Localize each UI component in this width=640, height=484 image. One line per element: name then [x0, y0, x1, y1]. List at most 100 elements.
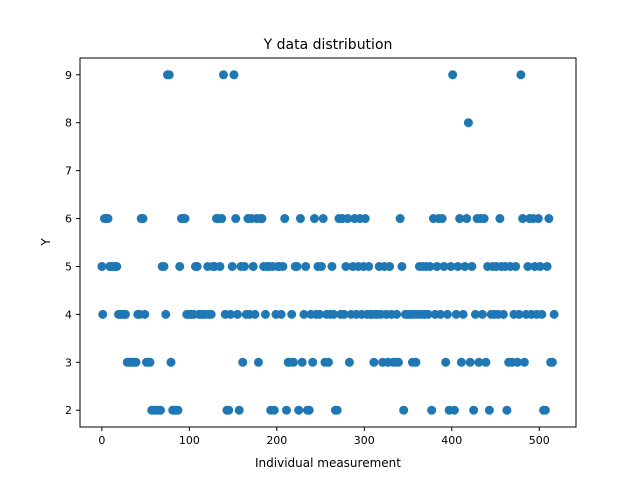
data-point: [439, 261, 449, 271]
data-point: [327, 261, 337, 271]
data-point: [304, 405, 314, 415]
data-point: [161, 309, 171, 319]
data-point: [166, 357, 176, 367]
data-point: [463, 118, 473, 128]
data-point: [164, 70, 174, 80]
x-tick-label: 300: [354, 434, 375, 447]
data-point: [462, 214, 472, 224]
data-point: [138, 214, 148, 224]
data-point: [369, 357, 379, 367]
data-point: [295, 214, 305, 224]
data-point: [469, 405, 479, 415]
data-point: [315, 309, 325, 319]
data-point: [343, 214, 353, 224]
y-tick-label: 7: [65, 165, 72, 178]
data-point: [479, 214, 489, 224]
data-point: [97, 261, 107, 271]
x-axis-label: Individual measurement: [255, 456, 401, 470]
data-point: [309, 214, 319, 224]
data-point: [498, 309, 508, 319]
data-point: [470, 309, 480, 319]
data-point: [423, 309, 433, 319]
data-point: [239, 261, 249, 271]
y-tick-label: 8: [65, 117, 72, 130]
data-point: [332, 405, 342, 415]
data-point: [339, 309, 349, 319]
data-point: [260, 309, 270, 319]
data-point: [451, 309, 461, 319]
y-tick-label: 4: [65, 308, 72, 321]
data-point: [435, 309, 445, 319]
data-point: [297, 357, 307, 367]
data-point: [537, 309, 547, 319]
data-point: [453, 261, 463, 271]
data-point: [131, 357, 141, 367]
data-point: [544, 214, 554, 224]
data-point: [257, 214, 267, 224]
y-tick-label: 5: [65, 260, 72, 273]
data-point: [217, 214, 227, 224]
data-point: [542, 261, 552, 271]
data-point: [206, 309, 216, 319]
x-tick-label: 0: [98, 434, 105, 447]
data-point: [250, 309, 260, 319]
data-point: [294, 405, 304, 415]
data-point: [329, 309, 339, 319]
data-point: [535, 261, 545, 271]
data-point: [278, 261, 288, 271]
data-point: [301, 261, 311, 271]
data-point: [287, 309, 297, 319]
data-points: [97, 70, 559, 415]
data-point: [397, 261, 407, 271]
data-point: [512, 357, 522, 367]
x-tick-label: 500: [529, 434, 550, 447]
data-point: [455, 214, 465, 224]
data-point: [456, 357, 466, 367]
data-point: [232, 309, 242, 319]
data-point: [98, 309, 108, 319]
data-point: [281, 405, 291, 415]
x-tick-label: 200: [266, 434, 287, 447]
data-point: [385, 261, 395, 271]
data-point: [175, 261, 185, 271]
data-point: [516, 70, 526, 80]
data-point: [103, 214, 113, 224]
data-point: [467, 261, 477, 271]
data-point: [460, 261, 470, 271]
data-point: [549, 309, 559, 319]
data-point: [280, 214, 290, 224]
data-point: [120, 309, 130, 319]
plot-frame: [79, 57, 577, 428]
data-point: [225, 309, 235, 319]
data-point: [145, 357, 155, 367]
data-point: [458, 309, 468, 319]
data-point: [465, 357, 475, 367]
data-point: [395, 214, 405, 224]
data-point: [518, 214, 528, 224]
x-axis-ticks: 0 100 200 300 400 500: [98, 427, 550, 447]
data-point: [540, 405, 550, 415]
data-point: [442, 309, 452, 319]
data-point: [437, 214, 447, 224]
data-point: [215, 261, 225, 271]
data-point: [308, 357, 318, 367]
data-point: [288, 357, 298, 367]
data-point: [292, 261, 302, 271]
data-point: [253, 357, 263, 367]
data-point: [155, 405, 165, 415]
data-point: [316, 261, 326, 271]
x-tick-label: 400: [441, 434, 462, 447]
y-tick-label: 2: [65, 404, 72, 417]
x-tick-label: 100: [179, 434, 200, 447]
y-tick-label: 6: [65, 213, 72, 226]
data-point: [224, 405, 234, 415]
data-point: [360, 214, 370, 224]
data-point: [495, 214, 505, 224]
data-point: [425, 261, 435, 271]
data-point: [399, 405, 409, 415]
data-point: [519, 357, 529, 367]
data-point: [477, 309, 487, 319]
data-point: [234, 405, 244, 415]
data-point: [449, 405, 459, 415]
